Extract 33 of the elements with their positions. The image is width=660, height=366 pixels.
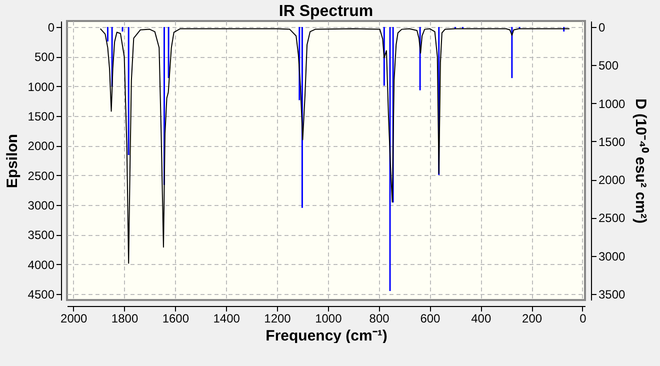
y-tick-label: 2500 xyxy=(28,168,55,183)
y-axis-title: Epsilon xyxy=(4,134,21,188)
x-tick-label: 200 xyxy=(522,312,542,326)
y2-tick-label: 1000 xyxy=(598,96,626,111)
x-tick-label: 1000 xyxy=(315,312,342,326)
y-tick-label: 500 xyxy=(34,50,55,64)
y2-tick-label: 2500 xyxy=(598,211,626,226)
x-tick-label: 1600 xyxy=(162,312,190,326)
y-tick-label: 3000 xyxy=(28,198,55,213)
line-series xyxy=(100,28,570,264)
x-tick-label: 0 xyxy=(580,312,587,326)
x-tick-label: 1400 xyxy=(213,312,240,326)
y-tick-label: 2000 xyxy=(28,139,55,154)
y-tick-label: 1500 xyxy=(28,109,55,124)
y-tick-label: 3500 xyxy=(28,228,55,242)
chart-title: IR Spectrum xyxy=(278,2,374,20)
y2-tick-label: 3500 xyxy=(598,288,626,302)
y-tick-label: 4500 xyxy=(28,288,55,302)
y2-tick-label: 0 xyxy=(598,20,606,34)
y2-tick-label: 2000 xyxy=(598,173,626,188)
y2-axis-title: D (10⁻⁴⁰ esu² cm²) xyxy=(632,98,650,224)
x-tick-label: 1800 xyxy=(111,312,138,326)
x-tick-label: 2000 xyxy=(60,312,88,326)
y-tick-label: 4000 xyxy=(28,258,55,272)
y-tick-label: 0 xyxy=(48,20,55,34)
y2-tick-label: 3000 xyxy=(598,249,626,264)
x-tick-label: 800 xyxy=(369,312,390,326)
y2-tick-label: 1500 xyxy=(598,134,626,149)
y2-tick-label: 500 xyxy=(598,58,619,73)
y-tick-label: 1000 xyxy=(28,80,55,94)
x-tick-label: 400 xyxy=(471,312,492,326)
x-tick-label: 1200 xyxy=(264,312,292,326)
x-tick-label: 600 xyxy=(420,312,441,326)
